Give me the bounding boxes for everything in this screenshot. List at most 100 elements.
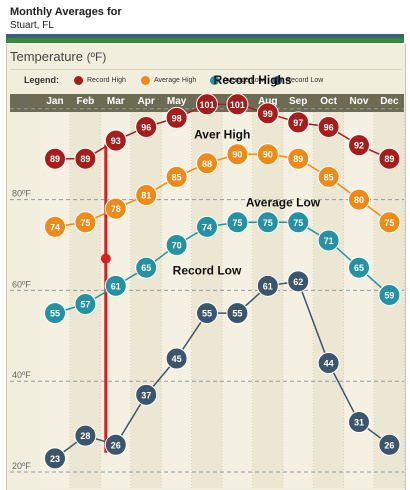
data-point-record-high	[348, 134, 370, 157]
data-point-record-low	[196, 302, 218, 325]
section-title: Temperature (ºF)	[10, 49, 402, 67]
data-point-record-high	[104, 129, 127, 152]
data-point-average-high	[135, 184, 158, 207]
data-label-record-low: 26	[384, 440, 394, 450]
data-label-record-high: 93	[111, 136, 121, 146]
data-point-average-low	[348, 256, 370, 279]
data-label-record-high: 92	[354, 141, 364, 151]
data-label-average-high: 88	[202, 159, 212, 169]
data-point-record-low	[256, 274, 279, 297]
data-label-average-low: 74	[202, 222, 212, 232]
data-point-record-low	[74, 424, 97, 447]
legend-item-record-low: Record Low	[273, 76, 323, 85]
data-label-record-low: 23	[50, 454, 60, 464]
data-label-average-high: 81	[141, 191, 151, 201]
data-label-average-low: 57	[80, 300, 90, 310]
data-label-record-high: 101	[230, 100, 245, 110]
data-label-average-high: 90	[263, 150, 273, 160]
data-point-average-high	[44, 215, 66, 238]
data-point-average-low	[256, 211, 279, 234]
y-tick-label: 60ºF	[12, 279, 31, 289]
data-point-record-low	[135, 383, 158, 406]
data-label-average-low: 59	[384, 290, 394, 300]
legend-dot-average-low	[210, 76, 219, 85]
data-label-record-low: 61	[263, 281, 273, 291]
y-axis-gutter	[10, 112, 40, 488]
column-stripe	[40, 112, 70, 488]
data-point-record-high	[196, 93, 218, 116]
month-label-feb: Feb	[76, 96, 95, 107]
data-label-average-high: 89	[293, 154, 303, 164]
data-point-average-low	[44, 302, 66, 325]
data-label-average-high: 85	[324, 172, 334, 182]
month-label-dec: Dec	[380, 96, 399, 107]
data-label-average-high: 85	[172, 172, 182, 182]
series-annotation-average-low: Average Low	[246, 195, 321, 209]
column-stripe	[192, 112, 222, 488]
data-label-average-high: 75	[384, 218, 394, 228]
data-point-average-high	[226, 143, 249, 166]
data-label-record-high: 96	[324, 122, 334, 132]
data-label-average-high: 74	[50, 222, 60, 232]
data-point-average-low	[135, 256, 158, 279]
data-label-record-high: 96	[141, 122, 151, 132]
legend: Legend: Record High Average High Average…	[10, 69, 402, 92]
data-point-record-low	[287, 270, 310, 293]
data-label-record-low: 62	[293, 277, 303, 287]
data-label-record-high: 98	[172, 113, 182, 123]
data-point-average-high	[348, 188, 370, 211]
data-point-average-low	[378, 283, 401, 306]
legend-label: Legend:	[24, 75, 59, 85]
column-stripe	[222, 112, 253, 488]
data-point-average-high	[287, 147, 310, 170]
data-point-average-high	[104, 197, 127, 220]
y-tick-label: 100ºF	[12, 98, 36, 108]
month-label-jan: Jan	[46, 96, 64, 107]
data-point-record-high	[226, 93, 249, 116]
month-label-aug: Aug	[258, 96, 278, 107]
legend-text-record-high: Record High	[87, 77, 126, 84]
legend-dot-average-high	[141, 76, 150, 85]
data-point-average-high	[317, 165, 340, 188]
data-label-record-high: 89	[50, 154, 60, 164]
data-label-average-low: 55	[50, 309, 60, 319]
data-label-average-high: 80	[354, 195, 364, 205]
data-point-average-low	[287, 211, 310, 234]
month-label-mar: Mar	[106, 96, 125, 107]
data-point-average-high	[378, 211, 401, 234]
data-point-record-low	[226, 302, 249, 325]
page-title: Monthly Averages for	[10, 6, 122, 18]
data-label-record-low: 44	[324, 359, 334, 369]
data-label-record-low: 37	[141, 390, 151, 400]
data-label-average-low: 65	[354, 263, 364, 273]
header-band-blue	[6, 34, 404, 38]
data-label-average-low: 65	[141, 263, 151, 273]
legend-item-average-low: Average Low	[210, 76, 264, 85]
data-point-record-high	[165, 106, 188, 129]
data-label-average-high: 90	[232, 150, 242, 160]
data-label-average-low: 71	[324, 236, 334, 246]
data-point-record-low	[317, 352, 340, 375]
y-tick-label: 20ºF	[12, 461, 31, 471]
data-label-record-low: 28	[80, 431, 90, 441]
data-point-record-low	[378, 433, 401, 456]
section-title-text: Temperature	[10, 49, 83, 64]
data-point-record-high	[378, 147, 401, 170]
data-point-average-low	[165, 234, 188, 256]
data-point-average-high	[196, 152, 218, 175]
data-label-record-high: 89	[384, 154, 394, 164]
data-point-record-high	[44, 147, 66, 170]
data-point-record-low	[104, 433, 127, 456]
data-label-record-low: 31	[354, 418, 364, 428]
legend-text-record-low: Record Low	[286, 77, 324, 84]
data-point-average-high	[74, 211, 97, 234]
section-unit: (ºF)	[86, 50, 107, 64]
data-label-record-low: 55	[232, 309, 242, 319]
data-label-record-low: 55	[202, 309, 212, 319]
data-point-average-high	[165, 165, 188, 188]
data-point-average-low	[226, 211, 249, 234]
column-stripe	[131, 112, 162, 488]
month-label-nov: Nov	[349, 96, 369, 107]
data-point-record-high	[135, 115, 158, 138]
